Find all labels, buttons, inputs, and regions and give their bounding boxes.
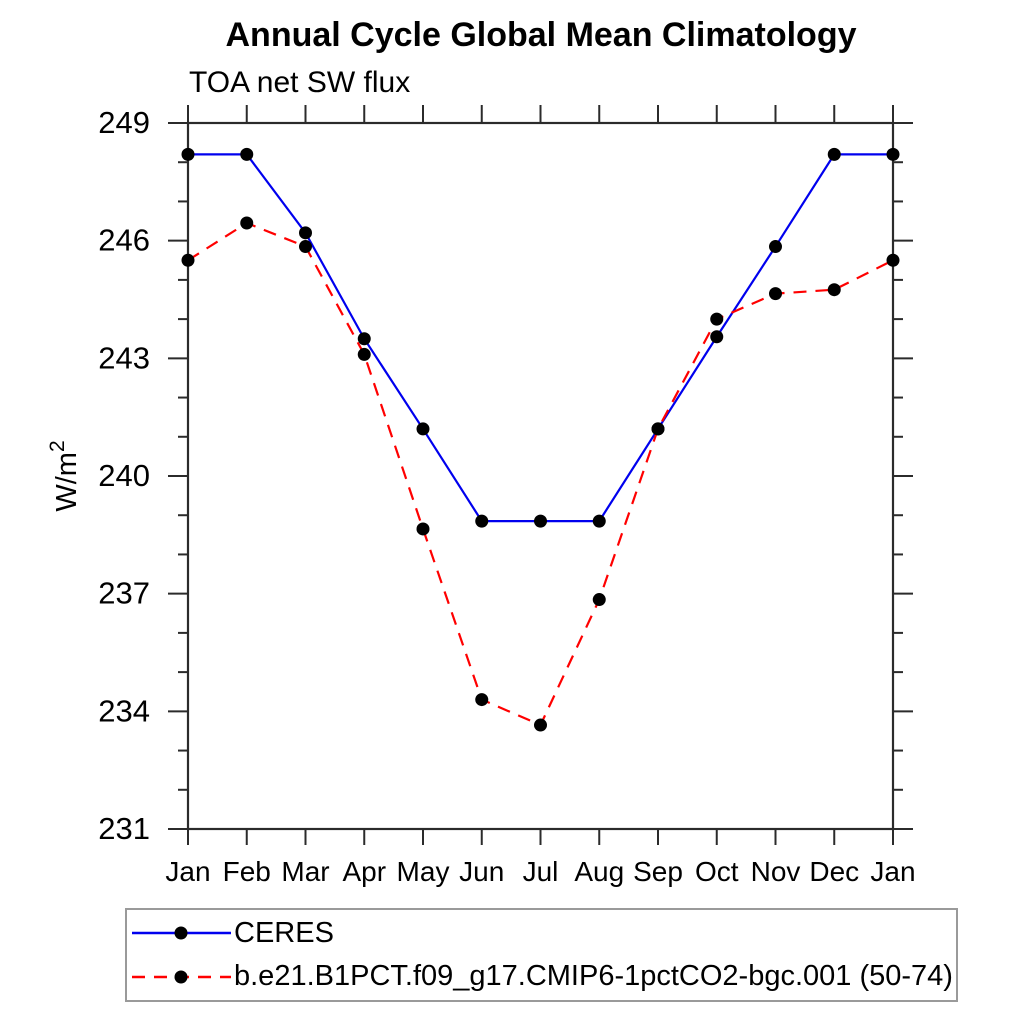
y-tick-label: 240 [98,458,150,493]
x-tick-label: Jan [165,856,210,887]
data-point-marker [181,147,195,161]
y-tick-label: 249 [98,105,150,140]
data-point-marker [710,330,724,344]
data-point-marker [769,287,782,301]
series-line-0 [188,153,893,523]
x-tick-label: May [397,856,450,887]
chart-subtitle: TOA net SW flux [189,66,411,99]
data-point-marker [827,283,841,297]
y-tick-label: 231 [98,811,150,846]
legend-solid-line-icon [132,926,231,940]
legend: CERES b.e21.B1PCT.f09_g17.CMIP6-1pctCO2-… [125,908,958,1002]
data-point-marker [475,693,489,707]
y-tick-label: 243 [98,340,150,375]
y-tick-label: 246 [98,223,150,258]
data-point-marker [357,347,371,361]
x-tick-label: Jul [523,856,559,887]
x-tick-label: Sep [633,856,683,887]
x-tick-label: Jun [459,856,504,887]
x-tick-label: Mar [281,856,329,887]
data-point-marker [886,147,900,161]
legend-label-ceres: CERES [234,916,334,949]
y-tick-label: 234 [98,693,150,728]
data-point-marker [240,216,254,230]
legend-marker-dot-icon [174,926,188,940]
data-point-marker [827,147,841,161]
data-point-marker [886,253,900,267]
data-point-marker [592,593,606,607]
data-point-marker [710,312,724,326]
x-tick-label: Dec [809,856,859,887]
data-point-marker [534,718,547,732]
data-point-marker [534,514,547,528]
x-tick-label: Nov [751,856,801,887]
data-point-marker [416,522,430,536]
legend-item-ceres: CERES [129,913,956,953]
plot-area: 231 234 237 240 243 246 249 Jan Feb Mar Apr May Jun J… [46,105,916,887]
chart-title: Annual Cycle Global Mean Climatology [225,16,857,54]
x-tick-label: Jan [870,856,915,887]
legend-item-model: b.e21.B1PCT.f09_g17.CMIP6-1pctCO2-bgc.00… [129,957,956,997]
data-point-marker [240,147,254,161]
series-line-1 [187,221,894,727]
data-point-marker [475,514,489,528]
data-point-marker [181,253,195,267]
axis-frame [186,121,895,831]
data-point-marker [299,240,312,254]
data-point-marker [416,422,430,436]
legend-marker-dot-icon [174,970,188,984]
x-tick-label: Apr [342,856,386,887]
x-tick-label: Aug [574,856,624,887]
data-point-marker [592,514,606,528]
data-point-marker [357,332,371,346]
data-point-marker [769,240,782,254]
y-tick-label: 237 [98,576,150,611]
y-axis-label: W/m2 [46,440,83,511]
x-tick-label: Oct [695,856,739,887]
legend-dashed-line-icon [132,970,231,984]
data-point-marker [299,226,312,240]
legend-label-model: b.e21.B1PCT.f09_g17.CMIP6-1pctCO2-bgc.00… [234,960,953,993]
x-tick-label: Feb [223,856,271,887]
data-point-marker [651,422,665,436]
